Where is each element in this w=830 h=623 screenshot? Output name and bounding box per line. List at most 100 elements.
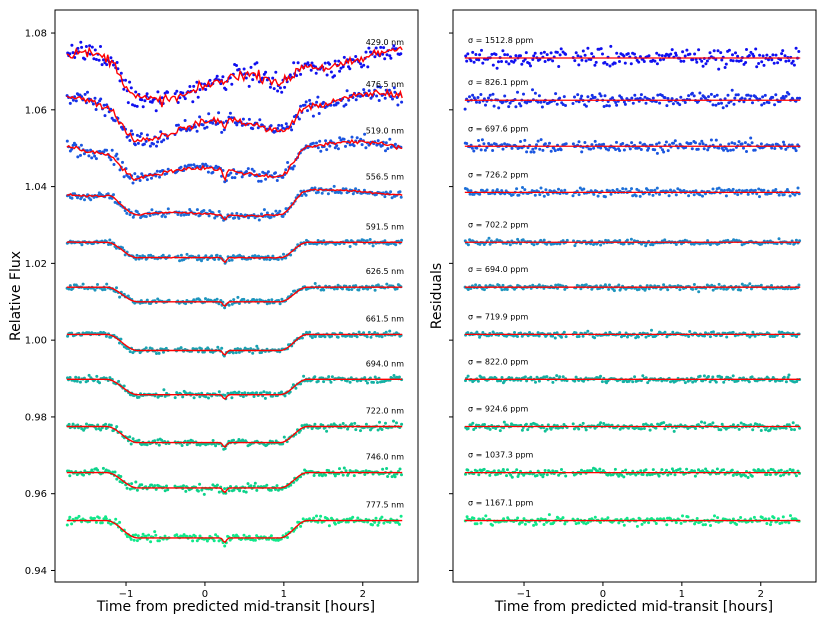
flux-point bbox=[251, 351, 255, 355]
residual-point bbox=[613, 467, 617, 471]
residual-point bbox=[737, 427, 741, 431]
residual-point bbox=[768, 473, 772, 477]
residual-point bbox=[475, 100, 478, 104]
flux-point bbox=[157, 539, 161, 543]
residual-point bbox=[590, 469, 594, 473]
flux-point bbox=[383, 96, 387, 100]
flux-point bbox=[294, 386, 298, 390]
flux-point bbox=[135, 210, 139, 214]
residual-point bbox=[743, 141, 747, 145]
flux-point bbox=[153, 484, 157, 488]
residual-point bbox=[731, 374, 735, 378]
flux-point bbox=[299, 189, 303, 193]
flux-point bbox=[94, 520, 98, 524]
residual-point bbox=[666, 288, 670, 292]
flux-point bbox=[202, 492, 206, 496]
residual-point bbox=[501, 49, 505, 53]
residual-point bbox=[551, 469, 555, 473]
flux-point bbox=[88, 44, 92, 48]
residual-point bbox=[704, 331, 707, 335]
residual-point bbox=[750, 474, 754, 478]
flux-point bbox=[395, 421, 398, 425]
residual-point bbox=[580, 58, 584, 62]
flux-point bbox=[79, 143, 83, 147]
flux-point bbox=[104, 517, 108, 521]
flux-point bbox=[211, 170, 215, 174]
flux-point bbox=[80, 243, 84, 247]
residual-point bbox=[555, 374, 559, 378]
residual-point bbox=[465, 515, 469, 519]
residual-point bbox=[737, 188, 741, 192]
flux-point bbox=[71, 98, 75, 102]
flux-point bbox=[74, 375, 78, 379]
residual-point bbox=[589, 242, 593, 246]
residual-point bbox=[495, 66, 499, 70]
flux-point bbox=[176, 213, 180, 216]
residual-point bbox=[537, 379, 541, 383]
flux-point bbox=[357, 330, 361, 334]
flux-point bbox=[244, 76, 248, 80]
residual-point bbox=[523, 522, 527, 526]
sigma-label: σ = 719.9 ppm bbox=[468, 312, 528, 321]
flux-point bbox=[140, 98, 144, 102]
residual-point bbox=[508, 243, 512, 247]
residual-point bbox=[693, 474, 697, 478]
residual-point bbox=[622, 523, 626, 527]
flux-series: 777.5 nm bbox=[65, 501, 404, 548]
flux-point bbox=[207, 214, 211, 218]
flux-model-line bbox=[66, 333, 403, 356]
residual-point bbox=[554, 92, 558, 96]
residual-point bbox=[777, 469, 781, 473]
flux-point bbox=[150, 483, 154, 487]
residual-point bbox=[730, 468, 734, 472]
residual-point bbox=[552, 521, 556, 524]
residual-point bbox=[678, 288, 682, 292]
flux-point bbox=[312, 516, 316, 520]
residual-point bbox=[703, 421, 707, 425]
residual-point bbox=[615, 103, 619, 107]
residual-point bbox=[557, 65, 561, 68]
flux-point bbox=[156, 90, 160, 94]
flux-point bbox=[188, 128, 192, 132]
flux-point bbox=[288, 73, 292, 77]
flux-point bbox=[212, 539, 216, 543]
residual-point bbox=[638, 141, 642, 145]
residual-point bbox=[543, 469, 547, 472]
flux-point bbox=[93, 288, 97, 292]
flux-point bbox=[274, 171, 277, 175]
flux-point bbox=[118, 341, 121, 345]
residual-point bbox=[730, 141, 734, 145]
residual-point bbox=[547, 513, 551, 517]
residual-point bbox=[779, 468, 783, 472]
residual-point bbox=[603, 61, 607, 64]
residual-point bbox=[750, 287, 753, 291]
flux-point bbox=[291, 167, 295, 171]
flux-point bbox=[383, 195, 387, 199]
flux-point bbox=[319, 149, 323, 153]
residual-point bbox=[492, 104, 496, 108]
flux-point bbox=[252, 395, 256, 398]
flux-point bbox=[79, 153, 82, 157]
flux-point bbox=[385, 53, 389, 57]
residual-point bbox=[634, 336, 638, 340]
flux-point bbox=[181, 395, 185, 399]
residual-point bbox=[685, 48, 689, 52]
flux-point bbox=[78, 380, 82, 384]
residual-point bbox=[519, 140, 522, 143]
residual-point bbox=[553, 336, 557, 340]
flux-point bbox=[354, 98, 358, 102]
residual-point bbox=[771, 95, 775, 99]
residual-point bbox=[497, 60, 500, 64]
flux-point bbox=[289, 483, 293, 487]
flux-point bbox=[179, 253, 183, 257]
residual-point bbox=[537, 334, 541, 338]
flux-point bbox=[110, 116, 114, 120]
residual-point bbox=[593, 139, 597, 143]
residual-point bbox=[794, 474, 798, 478]
residual-point bbox=[779, 146, 783, 150]
flux-point bbox=[231, 351, 235, 355]
residual-point bbox=[630, 141, 634, 145]
flux-point bbox=[324, 473, 328, 477]
flux-point bbox=[99, 97, 103, 101]
flux-point bbox=[77, 376, 81, 380]
